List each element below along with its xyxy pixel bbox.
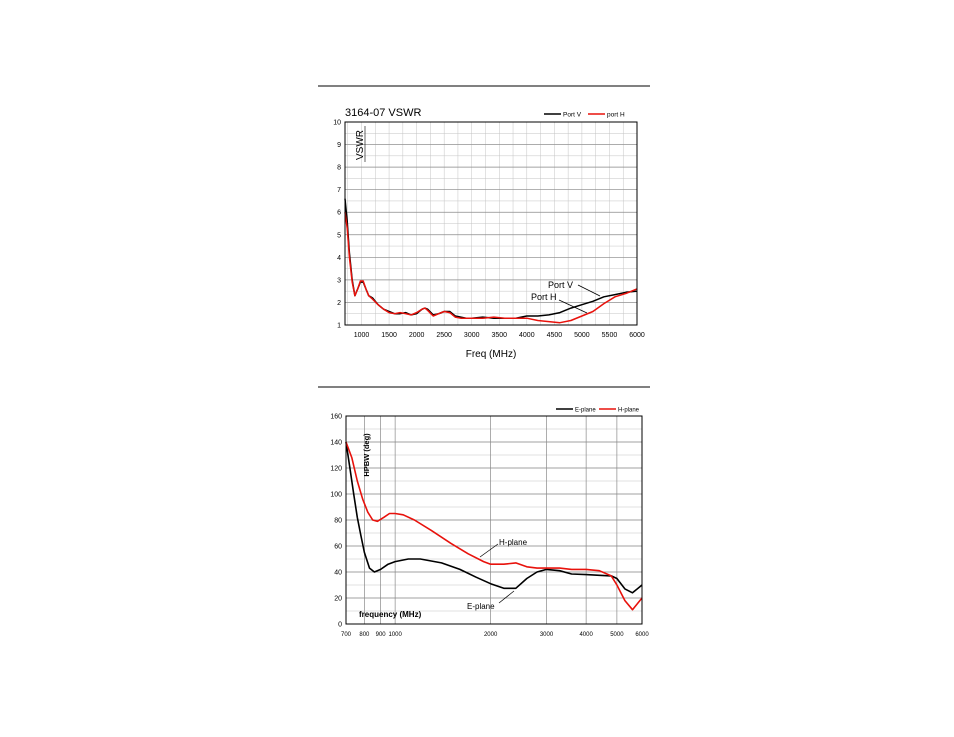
hpbw-y-tick-label: 140	[330, 440, 342, 447]
hpbw-chart: 700 800 900 1000 2000 3000 4000 5000 6000 0 20 40 60…	[330, 408, 649, 639]
vswr-series-line-port-v	[344, 198, 638, 319]
vswr-x-tick-label: 3000	[464, 332, 480, 339]
vswr-legend-label-port-h: port H	[607, 112, 625, 119]
hpbw-x-tick-label: 900	[376, 632, 387, 638]
vswr-x-tick-label: 1500	[381, 332, 397, 339]
hpbw-tick-labels: 700 800 900 1000 2000 3000 4000 5000 6000 0 20 40 60…	[330, 414, 649, 639]
hpbw-y-tick-label: 80	[334, 518, 342, 525]
vswr-lines	[344, 198, 638, 324]
vswr-y-tick-label: 6	[337, 210, 341, 217]
vswr-x-tick-label: 4000	[519, 332, 535, 339]
vswr-grid	[345, 121, 638, 326]
hpbw-annotation-h-plane-leader	[479, 543, 499, 558]
hpbw-legend-label-h-plane: H-plane	[618, 408, 640, 414]
hpbw-x-tick-label: 1000	[388, 632, 402, 638]
vswr-series-line-port-h	[344, 212, 638, 324]
vswr-y-tick-label: 7	[337, 187, 341, 194]
hpbw-y-tick-label: 40	[334, 570, 342, 577]
vswr-annotation-port-h-leader	[558, 299, 588, 314]
hpbw-series-line-e-plane	[345, 441, 643, 594]
hpbw-plot-frame	[345, 415, 643, 625]
hpbw-y-tick-label: 120	[330, 466, 342, 473]
hpbw-x-tick-label: 4000	[579, 632, 593, 638]
vswr-x-tick-label: 4500	[547, 332, 563, 339]
vswr-y-tick-label: 9	[337, 142, 341, 149]
vswr-legend-label-port-v: Port V	[563, 112, 582, 119]
hpbw-y-axis-label: HPBW (deg)	[362, 433, 371, 477]
hpbw-legend: E-plane H-plane	[556, 408, 640, 414]
hpbw-annotation-e-plane: E-plane	[467, 602, 495, 611]
hpbw-x-tick-label: 5000	[610, 632, 624, 638]
vswr-x-tick-label: 3500	[491, 332, 507, 339]
vswr-x-tick-label: 6000	[629, 332, 645, 339]
vswr-x-axis-label: Freq (MHz)	[466, 349, 517, 360]
hpbw-series-line-h-plane	[345, 441, 643, 611]
hpbw-legend-label-e-plane: E-plane	[575, 408, 596, 414]
vswr-y-tick-label: 1	[337, 323, 341, 330]
vswr-annotation-port-v-leader	[577, 284, 601, 297]
vswr-annotation-port-h: Port H	[531, 292, 557, 302]
hpbw-y-tick-label: 100	[330, 492, 342, 499]
vswr-y-tick-label: 10	[333, 120, 341, 127]
vswr-x-tick-label: 5500	[602, 332, 618, 339]
vswr-plot-frame	[344, 121, 638, 326]
hpbw-y-tick-label: 160	[330, 414, 342, 421]
hpbw-x-tick-label: 2000	[484, 632, 498, 638]
vswr-annotation-port-v: Port V	[548, 280, 573, 290]
hpbw-y-tick-label: 20	[334, 596, 342, 603]
vswr-x-tick-label: 5000	[574, 332, 590, 339]
vswr-y-tick-label: 3	[337, 277, 341, 284]
vswr-chart: 1000 1500 2000 2500 3000 3500 4000 4500 5000 5500…	[333, 107, 645, 360]
hpbw-grid	[345, 415, 643, 625]
vswr-y-axis-label: VSWR	[355, 130, 366, 160]
vswr-legend: Port V port H	[544, 112, 625, 119]
vswr-y-tick-label: 2	[337, 300, 341, 307]
hpbw-x-tick-label: 3000	[540, 632, 554, 638]
vswr-tick-labels: 1000 1500 2000 2500 3000 3500 4000 4500 5000 5500…	[333, 120, 645, 340]
hpbw-annotation-h-plane: H-plane	[499, 538, 528, 547]
hpbw-y-tick-label: 60	[334, 544, 342, 551]
vswr-x-tick-label: 2500	[436, 332, 452, 339]
hpbw-lines	[345, 441, 643, 611]
hpbw-x-tick-label: 800	[359, 632, 370, 638]
hpbw-annotation-e-plane-leader	[498, 590, 515, 604]
vswr-title: 3164-07 VSWR	[345, 107, 421, 119]
hpbw-x-axis-label: frequency (MHz)	[359, 610, 422, 619]
hpbw-y-tick-label: 0	[338, 622, 342, 629]
vswr-x-tick-label: 2000	[409, 332, 425, 339]
vswr-y-tick-label: 8	[337, 165, 341, 172]
vswr-y-tick-label: 5	[337, 232, 341, 239]
vswr-x-tick-label: 1000	[354, 332, 370, 339]
hpbw-x-tick-label: 6000	[635, 632, 649, 638]
vswr-y-tick-label: 4	[337, 255, 341, 262]
hpbw-x-tick-label: 700	[341, 632, 352, 638]
